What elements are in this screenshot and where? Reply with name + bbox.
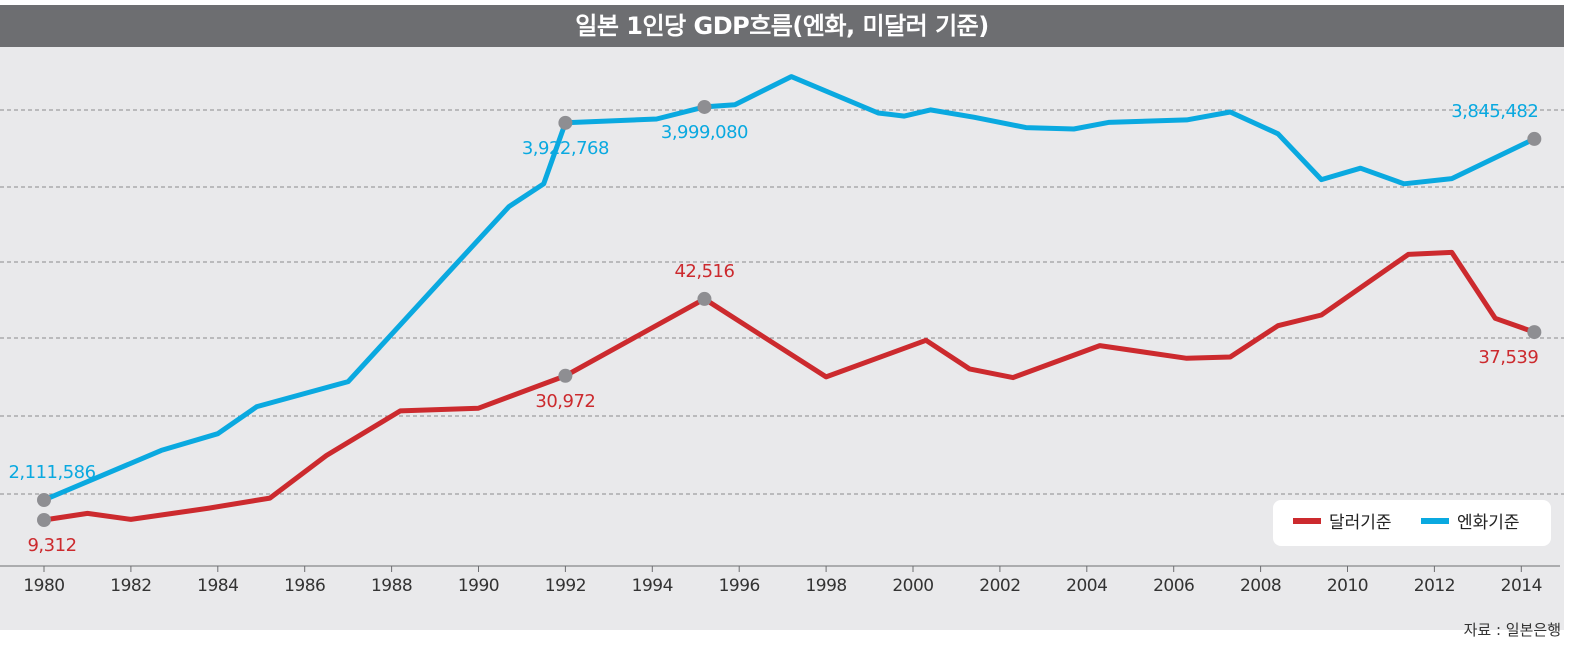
legend-swatch-dollar (1293, 518, 1321, 524)
marker-yen-1980 (37, 493, 51, 507)
legend-label-yen: 엔화기준 (1457, 513, 1520, 533)
data-label-yen-1980: 2,111,586 (8, 462, 95, 483)
x-tick-label-2010: 2010 (1327, 576, 1368, 596)
legend-label-dollar: 달러기준 (1329, 513, 1392, 533)
data-label-dollar-1995.2: 42,516 (674, 261, 734, 282)
legend-swatch-yen (1421, 518, 1449, 524)
x-tick-label-1986: 1986 (284, 576, 325, 596)
x-tick-label-1998: 1998 (805, 576, 846, 596)
x-tick-label-1994: 1994 (632, 576, 673, 596)
title-bar (0, 5, 1564, 47)
source-note: 자료 : 일본은행 (1463, 621, 1561, 639)
data-markers (37, 99, 1542, 527)
x-tick-label-2004: 2004 (1066, 576, 1107, 596)
x-tick-label-1992: 1992 (545, 576, 586, 596)
x-axis: 1980 1982 1984 1986 1988 1990 1992 1994 1996 1998… (0, 565, 1560, 596)
legend-item-dollar: 달러기준 (1293, 500, 1392, 546)
x-tick-label-2014: 2014 (1501, 576, 1542, 596)
legend-item-yen: 엔화기준 (1421, 500, 1520, 546)
data-label-yen-2014.3: 3,845,482 (1451, 101, 1538, 122)
data-label-dollar-2014.3: 37,539 (1478, 347, 1538, 368)
x-tick-label-1988: 1988 (371, 576, 412, 596)
marker-dollar-1995.2 (697, 291, 712, 306)
marker-dollar-2014.3 (1527, 325, 1542, 340)
marker-dollar-1980 (37, 513, 51, 527)
x-tick-label-1996: 1996 (719, 576, 760, 596)
series-line-dollar (41, 249, 1537, 523)
marker-yen-1995.2 (697, 99, 712, 114)
x-tick-label-2002: 2002 (979, 576, 1020, 596)
x-tick-label-1990: 1990 (458, 576, 499, 596)
x-tick-label-2000: 2000 (892, 576, 933, 596)
x-tick-label-1984: 1984 (197, 576, 238, 596)
data-label-dollar-1992: 30,972 (535, 391, 595, 412)
data-label-yen-1995.2: 3,999,080 (661, 122, 748, 143)
marker-yen-1992 (558, 115, 573, 130)
x-tick-label-1982: 1982 (110, 576, 151, 596)
gridlines (0, 109, 1564, 495)
data-label-dollar-1980: 9,312 (27, 535, 76, 556)
x-tick-label-2012: 2012 (1414, 576, 1455, 596)
marker-yen-2014.3 (1527, 131, 1542, 146)
data-label-yen-1992: 3,922,768 (522, 138, 609, 159)
x-tick-label-2006: 2006 (1153, 576, 1194, 596)
x-tick-label-1980: 1980 (23, 576, 64, 596)
marker-dollar-1992 (558, 368, 573, 383)
series-lines (41, 74, 1537, 523)
chart-title: 일본 1인당 GDP흐름(엔화, 미달러 기준) (575, 12, 989, 40)
data-labels: 2,111,586 3,922,768 3,999,080 3,845,482 9,31… (8, 101, 1538, 556)
legend: 달러기준 엔화기준 (1273, 500, 1551, 546)
series-line-yen (41, 74, 1537, 503)
x-tick-label-2008: 2008 (1240, 576, 1281, 596)
